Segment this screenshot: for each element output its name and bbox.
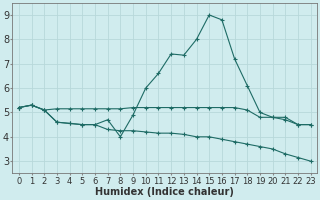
X-axis label: Humidex (Indice chaleur): Humidex (Indice chaleur): [95, 187, 234, 197]
